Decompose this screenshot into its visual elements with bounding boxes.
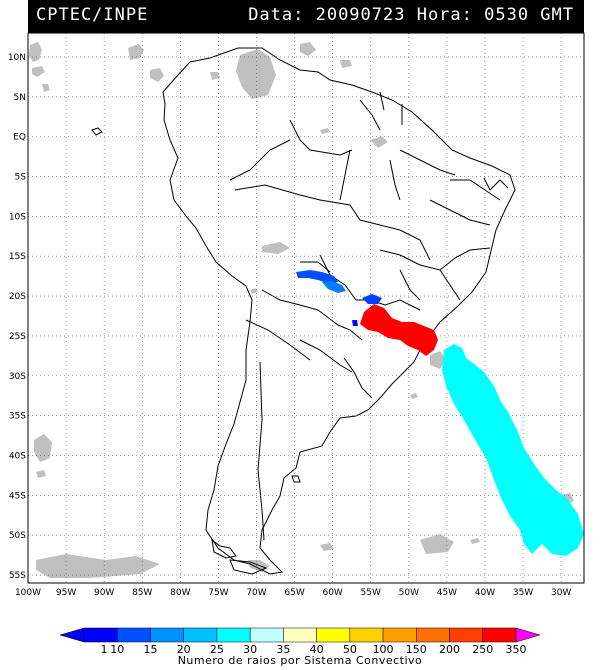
plot-frame <box>27 32 585 584</box>
longitude-label: 100W <box>15 588 41 598</box>
colorbar-label: 350 <box>506 643 527 656</box>
colorbar-segment <box>216 627 251 643</box>
latitude-label: 20S <box>9 292 26 302</box>
colorbar-segment <box>316 627 351 643</box>
lightning-system-blue-2 <box>322 281 346 293</box>
longitude-label: 50W <box>399 588 419 598</box>
datetime-label: Data: 20090723 Hora: 0530 GMT <box>248 5 574 25</box>
latitude-labels: 10N 5N EQ 5S 10S 15S 20S 25S 30S 35S 40S 45S 50S 55S <box>8 53 26 581</box>
colorbar: 1 10 15 20 25 30 35 40 50 100 150 200 250 350 <box>59 627 541 656</box>
latitude-label: 10S <box>9 212 26 222</box>
longitude-label: 75W <box>208 588 228 598</box>
colorbar-segment <box>416 627 450 643</box>
latitude-label: 45S <box>9 491 26 501</box>
colorbar-label: 200 <box>439 643 460 656</box>
lightning-system-blue-1 <box>296 270 338 284</box>
longitude-label: 70W <box>246 588 266 598</box>
colorbar-label: 40 <box>310 643 324 656</box>
longitude-label: 45W <box>437 588 457 598</box>
longitude-label: 95W <box>56 588 76 598</box>
longitude-labels: 100W 95W 90W 85W 80W 75W 70W 65W 60W 55W 50W 45W 40W… <box>15 588 571 598</box>
latitude-label: 35S <box>9 412 26 422</box>
colorbar-label: 10 <box>110 643 124 656</box>
colorbar-low-arrow <box>59 627 85 643</box>
lightning-system-red <box>360 304 438 356</box>
colorbar-segment <box>183 627 218 643</box>
colorbar-label: 150 <box>406 643 427 656</box>
agency-label: CPTEC/INPE <box>36 5 149 25</box>
latitude-label: 5N <box>14 93 26 103</box>
colorbar-segment <box>349 627 384 643</box>
longitude-label: 80W <box>170 588 190 598</box>
longitude-label: 40W <box>475 588 495 598</box>
colorbar-segment <box>449 627 484 643</box>
colorbar-label: 20 <box>177 643 191 656</box>
colorbar-title: Numero de raios por Sistema Convectivo <box>177 654 423 667</box>
colorbar-label: 30 <box>243 643 257 656</box>
colorbar-high-arrow <box>515 627 541 643</box>
colorbar-segment <box>83 627 118 643</box>
longitude-label: 30W <box>551 588 571 598</box>
longitude-label: 85W <box>132 588 152 598</box>
lightning-system-cyan <box>442 344 584 556</box>
latitude-label: 15S <box>9 252 26 262</box>
latitude-label: 50S <box>9 531 26 541</box>
longitude-label: 90W <box>94 588 114 598</box>
coastline <box>91 47 516 575</box>
lightning-systems <box>296 270 584 556</box>
grid-lines <box>28 33 584 583</box>
latitude-label: 25S <box>9 332 26 342</box>
lightning-system-blue-3 <box>362 294 382 304</box>
header-bar: CPTEC/INPE Data: 20090723 Hora: 0530 GMT <box>28 0 584 33</box>
longitude-label: 65W <box>284 588 304 598</box>
latitude-label: 55S <box>9 571 26 581</box>
latitude-label: 5S <box>15 172 27 182</box>
longitude-label: 60W <box>322 588 342 598</box>
latitude-label: 40S <box>9 451 26 461</box>
latitude-label: 10N <box>8 53 26 63</box>
colorbar-label: 25 <box>210 643 224 656</box>
longitude-label: 55W <box>361 588 381 598</box>
lightning-system-blue-4 <box>352 320 358 326</box>
colorbar-segment <box>283 627 317 643</box>
cloud-patches <box>29 42 574 578</box>
colorbar-segment <box>150 627 184 643</box>
colorbar-segment <box>116 627 151 643</box>
colorbar-label: 250 <box>472 643 493 656</box>
latitude-label: EQ <box>13 133 26 143</box>
colorbar-label: 15 <box>143 643 157 656</box>
colorbar-label: 50 <box>343 643 357 656</box>
longitude-label: 35W <box>513 588 533 598</box>
latitude-label: 30S <box>9 372 26 382</box>
colorbar-segment <box>382 627 417 643</box>
colorbar-label: 1 <box>101 643 108 656</box>
colorbar-segment <box>482 627 517 643</box>
colorbar-label: 100 <box>373 643 394 656</box>
colorbar-segment <box>249 627 284 643</box>
colorbar-label: 35 <box>276 643 290 656</box>
